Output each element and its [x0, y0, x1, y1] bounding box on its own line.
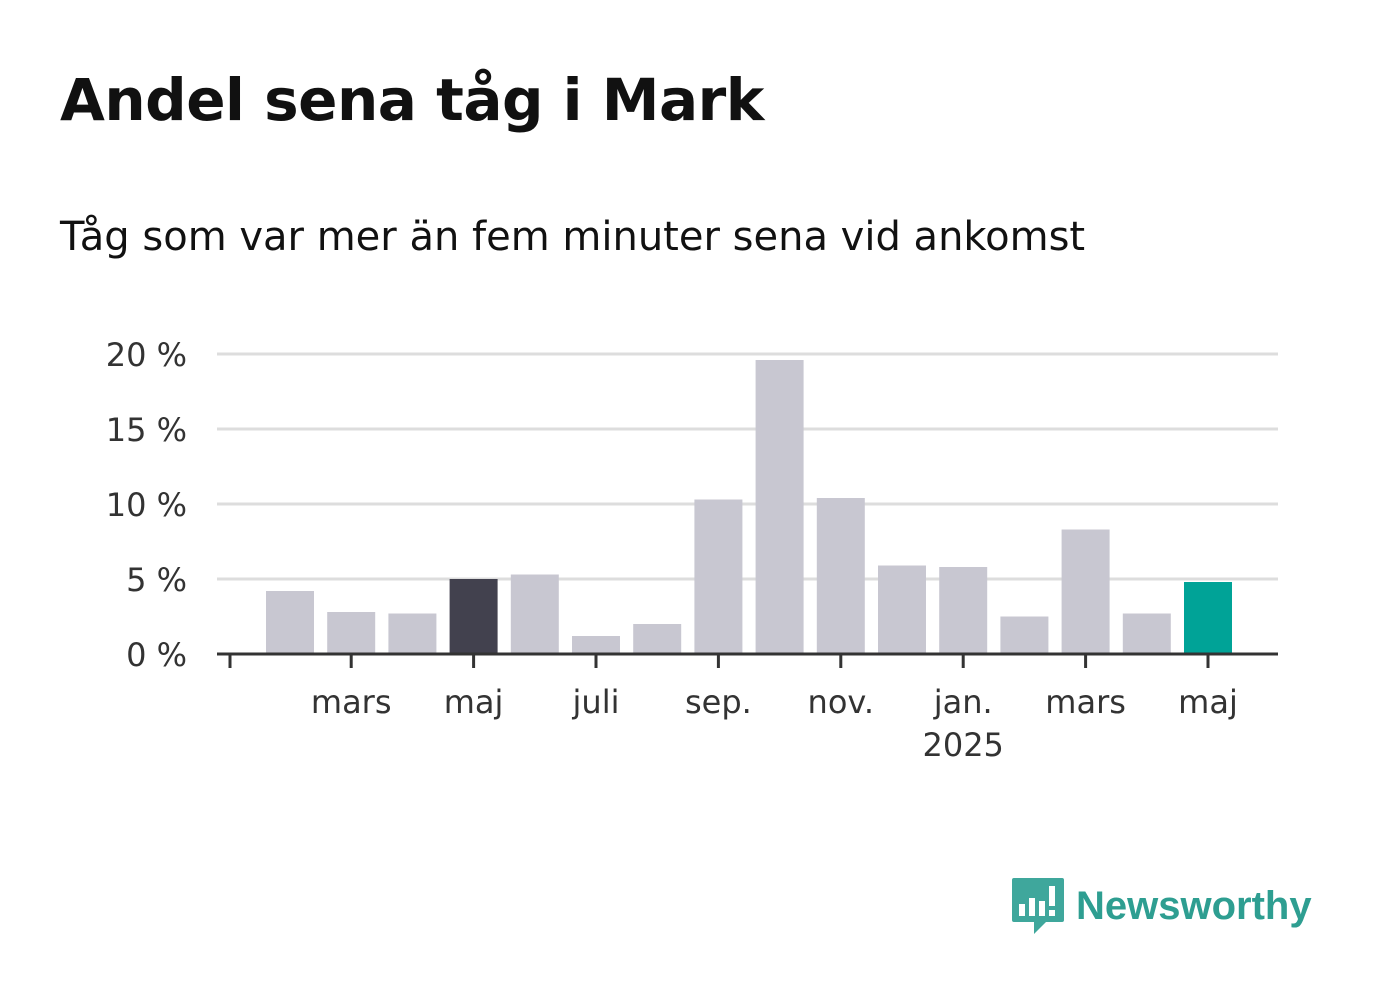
bar [755, 360, 804, 654]
y-axis-labels: 0 % 5 % 10 % 15 % 20 % [106, 336, 187, 674]
bar [1184, 582, 1232, 654]
x-tick-label: sep. [685, 683, 752, 721]
bar [1122, 613, 1171, 654]
x-tick-label: mars [1045, 683, 1126, 721]
y-tick-label: 10 % [106, 486, 187, 524]
bars [266, 360, 1232, 654]
brand-logo: Newsworthy [1010, 876, 1312, 936]
bar [572, 636, 620, 654]
bar [939, 567, 988, 654]
bar [878, 565, 926, 654]
bar [816, 498, 865, 654]
bar [633, 624, 682, 654]
y-tick-label: 0 % [126, 636, 187, 674]
x-tick-label: juli [572, 683, 620, 721]
bar [1061, 529, 1110, 654]
grid-lines [217, 352, 1278, 581]
x-tick-label: mars [311, 683, 392, 721]
x-tick-label: maj [444, 683, 504, 721]
bar [327, 612, 376, 654]
x-tick-label: maj [1178, 683, 1238, 721]
y-tick-label: 20 % [106, 336, 187, 374]
brand-name: Newsworthy [1076, 883, 1312, 928]
bar [694, 499, 743, 654]
x-tick-sublabel: 2025 [922, 726, 1003, 764]
bar [388, 613, 437, 654]
bar [266, 591, 314, 654]
y-tick-label: 5 % [126, 561, 187, 599]
x-axis: mars maj juli sep. nov. jan. 2025 mars maj [217, 652, 1278, 764]
chart-title: Andel sena tåg i Mark [60, 66, 764, 134]
y-tick-label: 15 % [106, 411, 187, 449]
x-tick-label: nov. [808, 683, 874, 721]
bar [510, 574, 559, 654]
bar [449, 579, 498, 654]
bar [1000, 616, 1049, 654]
chart-subtitle: Tåg som var mer än fem minuter sena vid … [60, 214, 1086, 260]
x-tick-label: jan. [933, 683, 993, 721]
newsworthy-logo-icon [1012, 878, 1064, 934]
